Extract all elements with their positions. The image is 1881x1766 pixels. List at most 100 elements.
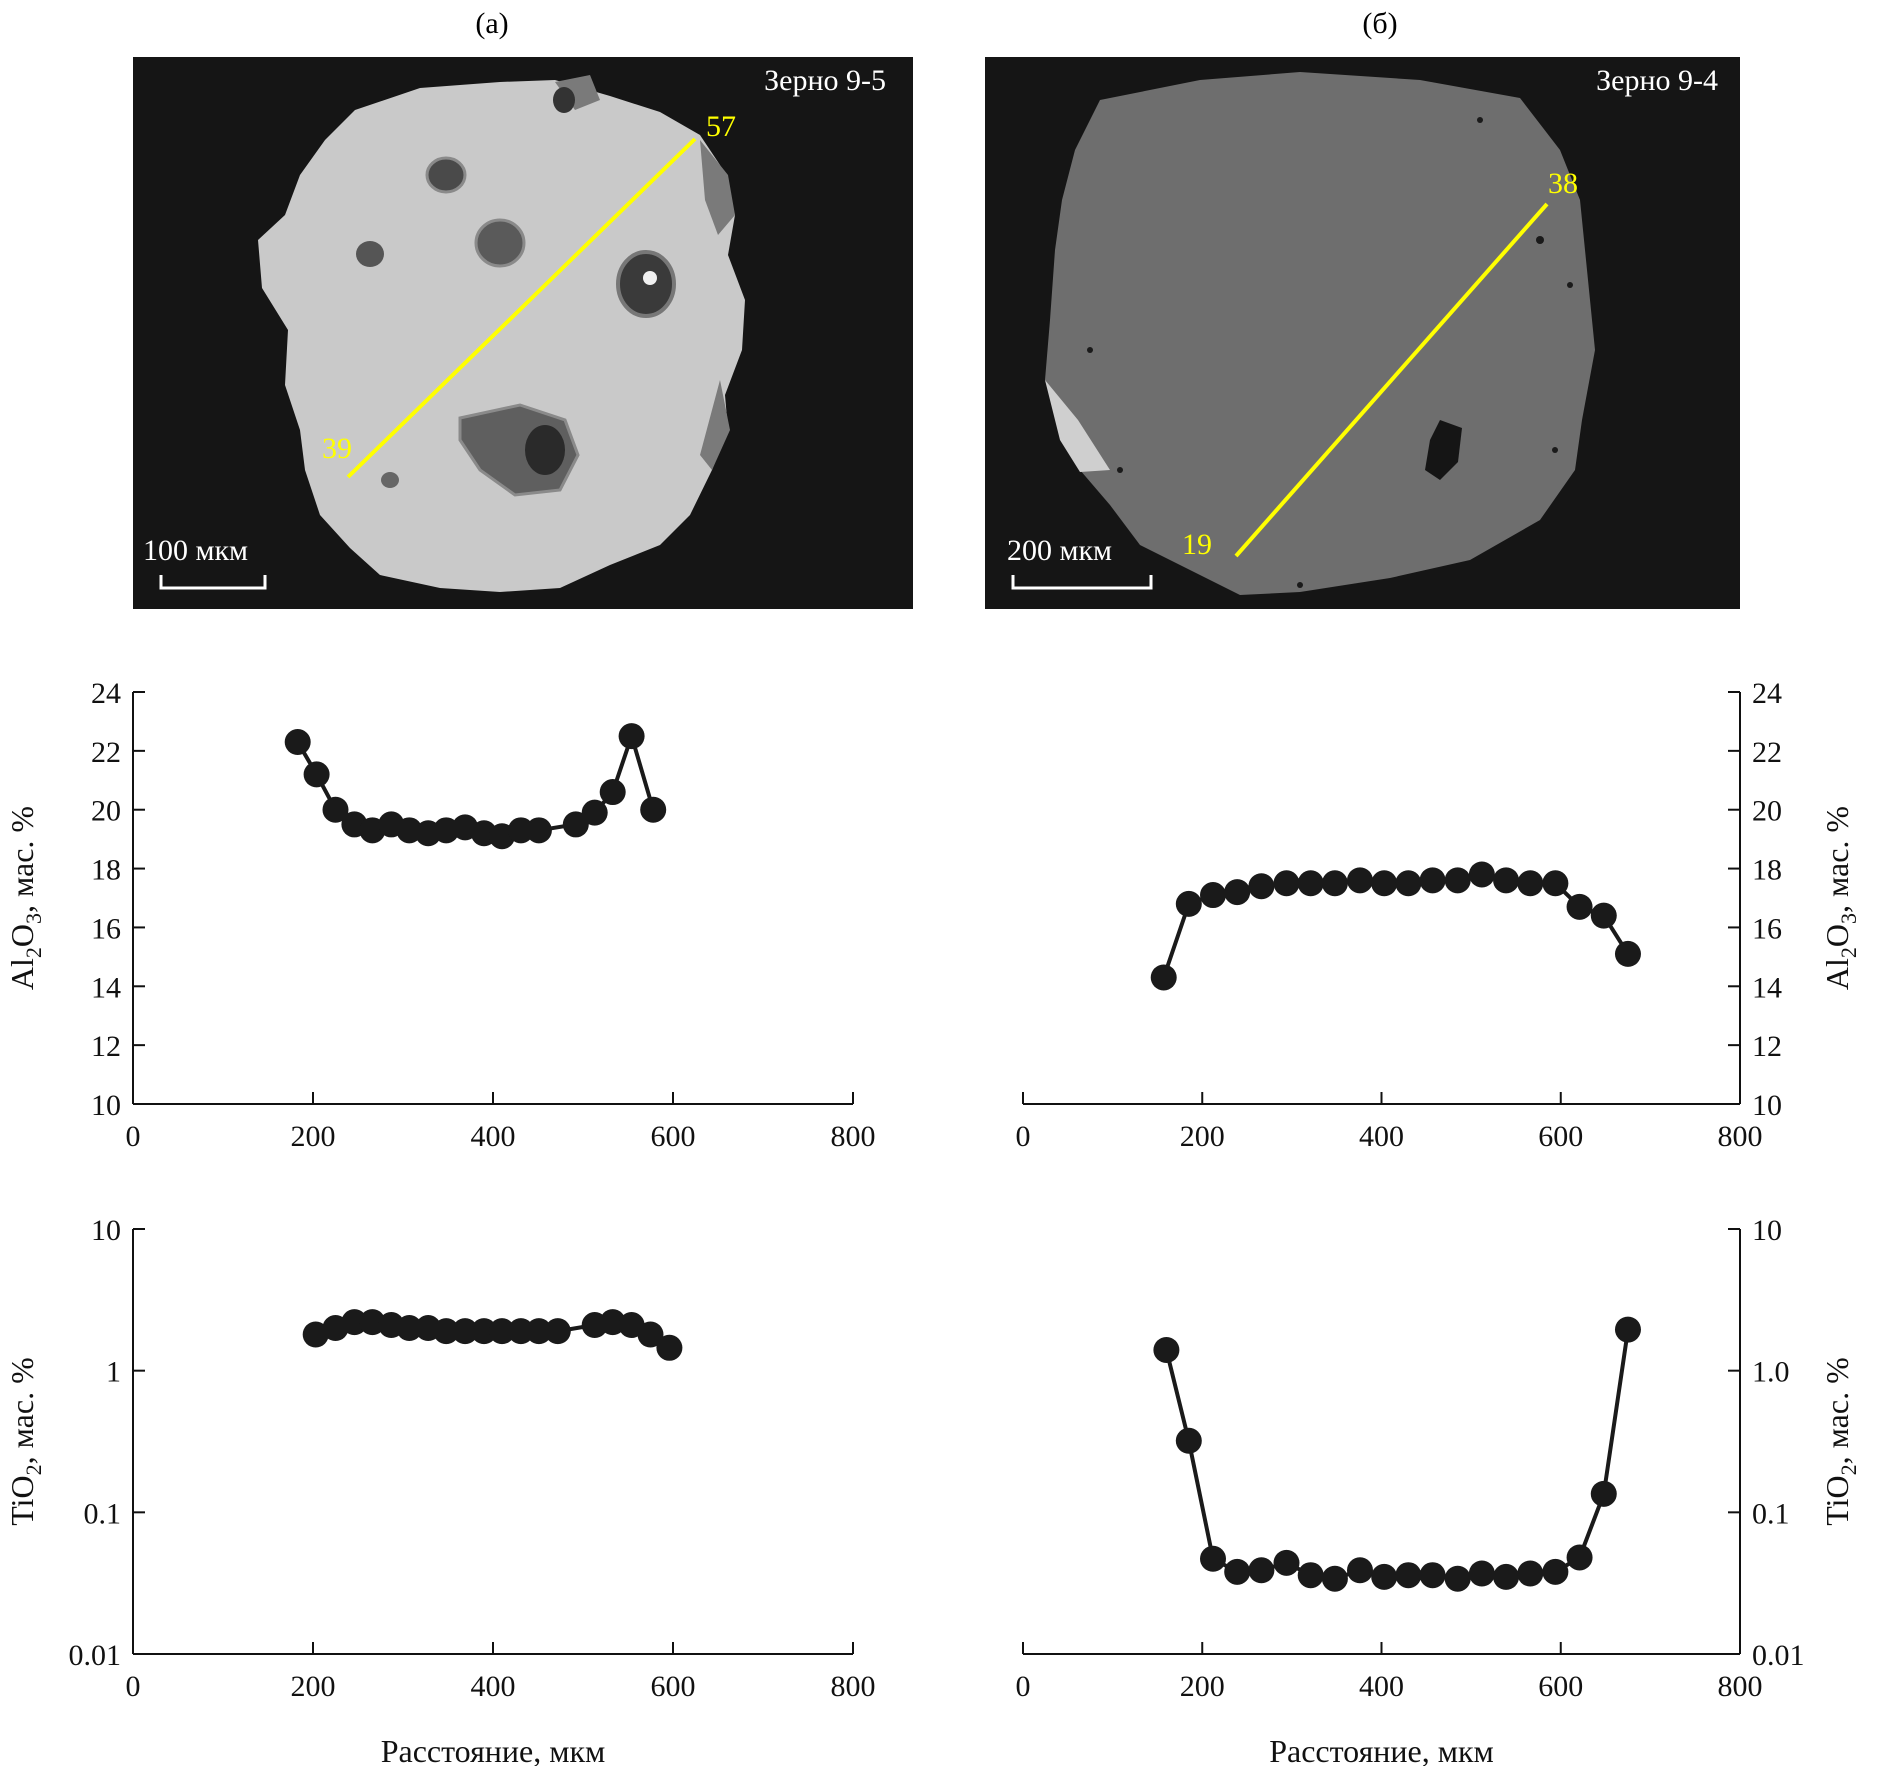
y-tick-label: 0.1 bbox=[84, 1497, 122, 1530]
y-tick-label: 10 bbox=[91, 1214, 121, 1247]
data-point bbox=[1175, 890, 1202, 917]
data-point bbox=[303, 761, 330, 788]
pore-b3 bbox=[1552, 447, 1558, 453]
y-tick-label: 14 bbox=[91, 971, 121, 1004]
x-axis-title: Расстояние, мкм bbox=[1269, 1733, 1494, 1766]
data-point bbox=[1321, 1565, 1348, 1592]
data-point bbox=[1590, 902, 1617, 929]
data-point bbox=[1346, 867, 1373, 894]
panel-label-b: (б) bbox=[1362, 7, 1397, 40]
y-axis-title-part: TiO bbox=[4, 1475, 40, 1525]
data-point bbox=[452, 1318, 479, 1345]
x-tick-label: 400 bbox=[471, 1670, 516, 1703]
y-tick-label: 10 bbox=[91, 1089, 121, 1122]
chart-al2o3-a: 0 200 400 600 800 10 12 14 16 18 20 22 24 Al2O3, мас.… bbox=[4, 677, 876, 1153]
data-point bbox=[1248, 1557, 1275, 1584]
x-tick-label: 600 bbox=[1538, 1120, 1583, 1153]
data-point bbox=[284, 729, 311, 756]
panel-label-a: (а) bbox=[475, 7, 508, 40]
inclusion-a6 bbox=[553, 87, 575, 113]
pore-b7 bbox=[1297, 582, 1303, 588]
y-tick-label: 12 bbox=[1752, 1030, 1782, 1063]
data-point bbox=[1224, 879, 1251, 906]
x-tick-label: 800 bbox=[1718, 1120, 1763, 1153]
y-axis-title-subscript: 3 bbox=[1836, 913, 1861, 924]
y-axis-title-part: Al bbox=[4, 958, 40, 990]
grain-9-5-rim-n bbox=[555, 75, 600, 110]
data-point bbox=[1614, 1316, 1641, 1343]
data-point bbox=[507, 817, 534, 844]
x-axis-title: Расстояние, мкм bbox=[381, 1733, 606, 1766]
data-point bbox=[1468, 1560, 1495, 1587]
data-point bbox=[1371, 1563, 1398, 1590]
inclusion-b1 bbox=[1425, 420, 1462, 480]
y-tick-label: 18 bbox=[91, 854, 121, 887]
inclusion-a7 bbox=[381, 472, 399, 488]
data-point bbox=[1273, 870, 1300, 897]
y-axis-title: TiO2, мас. % bbox=[4, 1357, 46, 1526]
y-tick-label: 0.01 bbox=[1752, 1639, 1805, 1672]
data-point bbox=[1346, 1557, 1373, 1584]
data-point bbox=[581, 799, 608, 826]
x-tick-label: 200 bbox=[291, 1120, 336, 1153]
data-point bbox=[507, 1318, 534, 1345]
inclusion-a4 bbox=[616, 250, 676, 318]
y-tick-label: 12 bbox=[91, 1030, 121, 1063]
data-point bbox=[1566, 1544, 1593, 1571]
data-point bbox=[1468, 861, 1495, 888]
grain-label-b: Зерно 9-4 bbox=[1596, 64, 1718, 97]
data-point bbox=[396, 1315, 423, 1342]
x-tick-label: 0 bbox=[1016, 1120, 1031, 1153]
y-tick-label: 0.1 bbox=[1752, 1497, 1790, 1530]
pore-b1 bbox=[1536, 236, 1544, 244]
scale-bar-b-label: 200 мкм bbox=[1007, 534, 1112, 567]
y-tick-label: 22 bbox=[1752, 736, 1782, 769]
y-axis-title-part: O bbox=[4, 924, 40, 947]
x-tick-label: 0 bbox=[126, 1670, 141, 1703]
data-point bbox=[1321, 870, 1348, 897]
x-tick-label: 600 bbox=[651, 1670, 696, 1703]
x-tick-label: 600 bbox=[651, 1120, 696, 1153]
grain-9-5-rim-ne bbox=[700, 140, 735, 235]
y-axis-title-part: O bbox=[1819, 924, 1855, 947]
micrograph-b: 19 38 Зерно 9-4 200 мкм bbox=[985, 57, 1740, 609]
pore-b5 bbox=[1117, 467, 1123, 473]
x-tick-label: 800 bbox=[1718, 1670, 1763, 1703]
y-axis-title: Al2O3, мас. % bbox=[4, 806, 46, 990]
data-point bbox=[1444, 867, 1471, 894]
scale-bar-a bbox=[159, 575, 267, 590]
profile-line-b bbox=[1234, 202, 1549, 558]
y-axis-title-subscript: 3 bbox=[21, 913, 46, 924]
inclusion-a5-core bbox=[525, 425, 565, 475]
y-tick-label: 10 bbox=[1752, 1089, 1782, 1122]
data-point bbox=[1150, 964, 1177, 991]
data-point bbox=[637, 1321, 664, 1348]
y-tick-label: 16 bbox=[91, 912, 121, 945]
profile-line-a-start-label: 39 bbox=[322, 432, 352, 465]
data-point bbox=[1493, 1563, 1520, 1590]
pore-b4 bbox=[1477, 117, 1483, 123]
data-point bbox=[433, 1318, 460, 1345]
profile-line-b-start-label: 19 bbox=[1182, 528, 1212, 561]
y-tick-label: 1.0 bbox=[1752, 1356, 1790, 1389]
pores-b bbox=[1087, 117, 1573, 588]
y-axis-title-part: , мас. % bbox=[1819, 806, 1855, 913]
y-tick-label: 10 bbox=[1752, 1214, 1782, 1247]
y-axis-title-part: TiO bbox=[1819, 1475, 1855, 1525]
chart-tio2-a: 0 200 400 600 800 0.01 0.1 1 10 TiO2, мас. % Расст… bbox=[4, 1214, 876, 1766]
data-point bbox=[1395, 1562, 1422, 1589]
inclusion-a3 bbox=[356, 241, 384, 267]
data-point bbox=[1200, 882, 1227, 909]
x-tick-label: 0 bbox=[1016, 1670, 1031, 1703]
y-axis-title-part: , мас. % bbox=[4, 806, 40, 913]
x-tick-label: 400 bbox=[1359, 1670, 1404, 1703]
y-axis-title-part: , мас. % bbox=[1819, 1357, 1855, 1464]
profile-line-b-end-label: 38 bbox=[1548, 167, 1578, 200]
y-tick-label: 20 bbox=[91, 795, 121, 828]
inclusion-a2 bbox=[474, 218, 526, 268]
y-axis-title: TiO2, мас. % bbox=[1819, 1357, 1861, 1526]
data-point bbox=[1493, 867, 1520, 894]
y-tick-label: 1 bbox=[106, 1356, 121, 1389]
